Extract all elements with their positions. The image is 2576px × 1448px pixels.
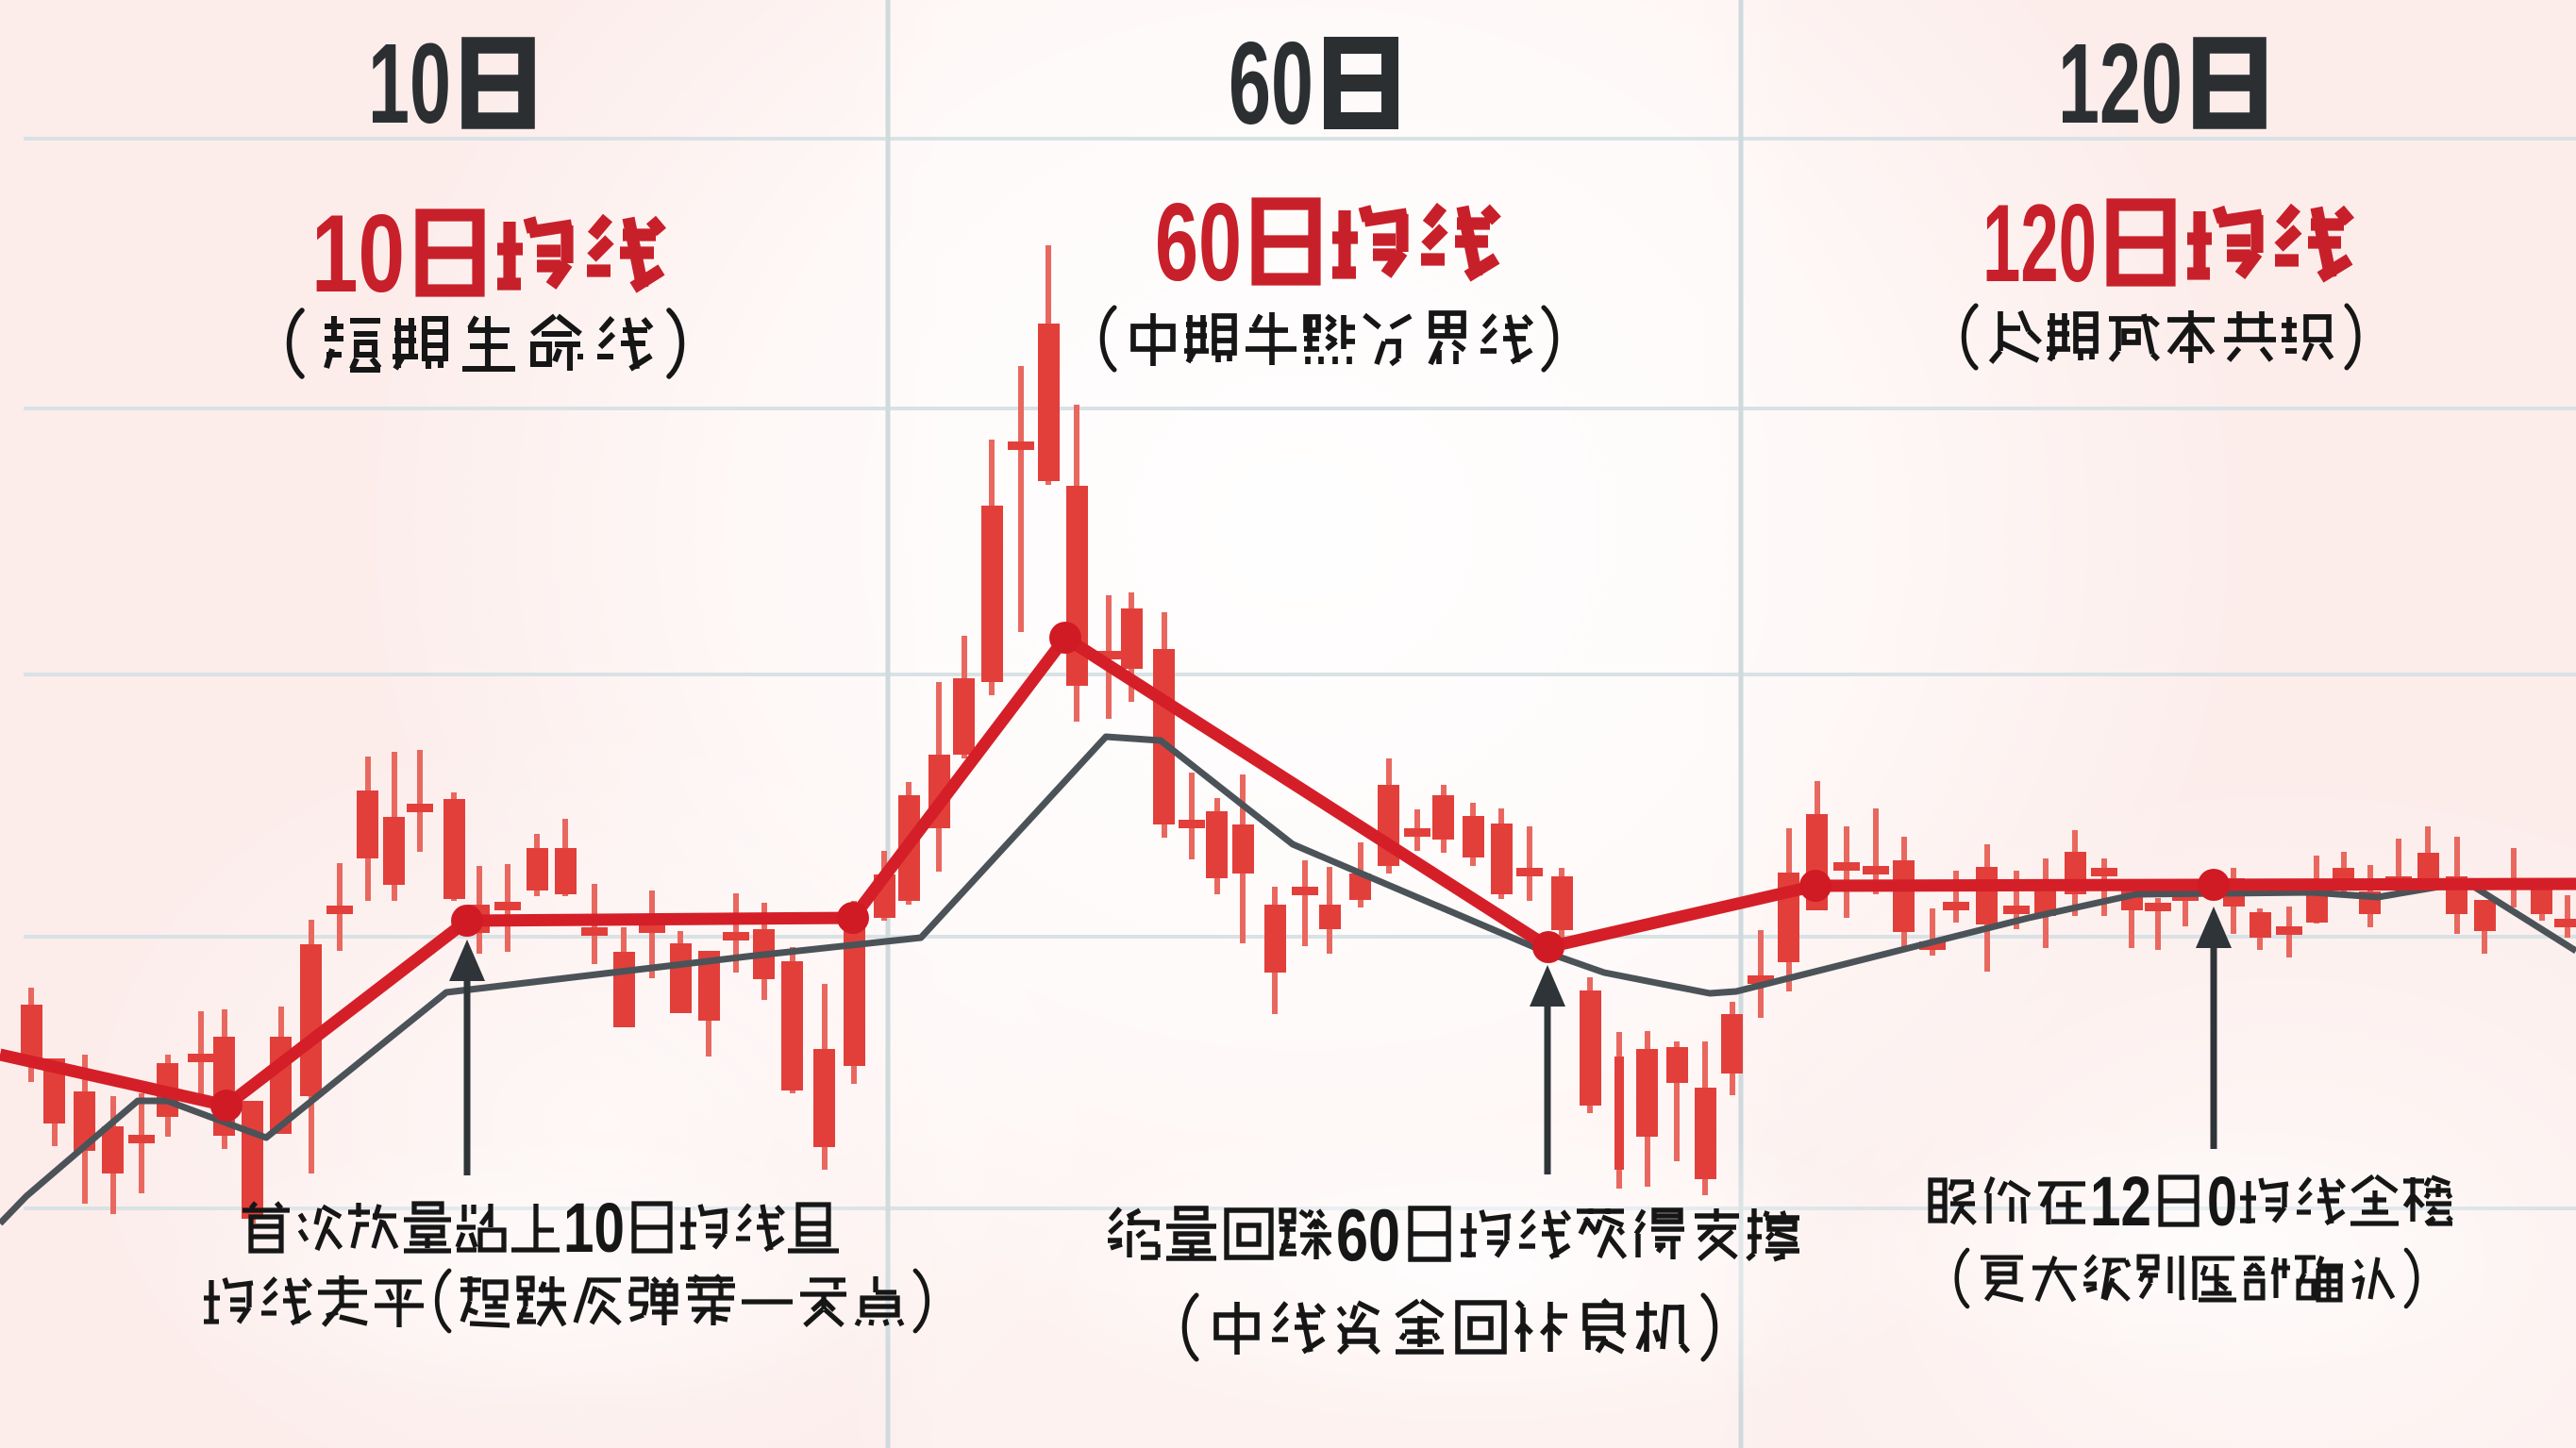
svg-text:10: 10 <box>311 191 405 315</box>
svg-text:120: 120 <box>1982 181 2097 305</box>
svg-text:60: 60 <box>1155 180 1242 304</box>
svg-text:0: 0 <box>2207 1162 2237 1240</box>
svg-text:60: 60 <box>1229 19 1313 149</box>
svg-text:10: 10 <box>563 1189 625 1267</box>
svg-text:60: 60 <box>1336 1193 1400 1276</box>
svg-text:12: 12 <box>2090 1162 2151 1240</box>
svg-text:10: 10 <box>368 19 451 147</box>
svg-text:120: 120 <box>2058 19 2183 147</box>
